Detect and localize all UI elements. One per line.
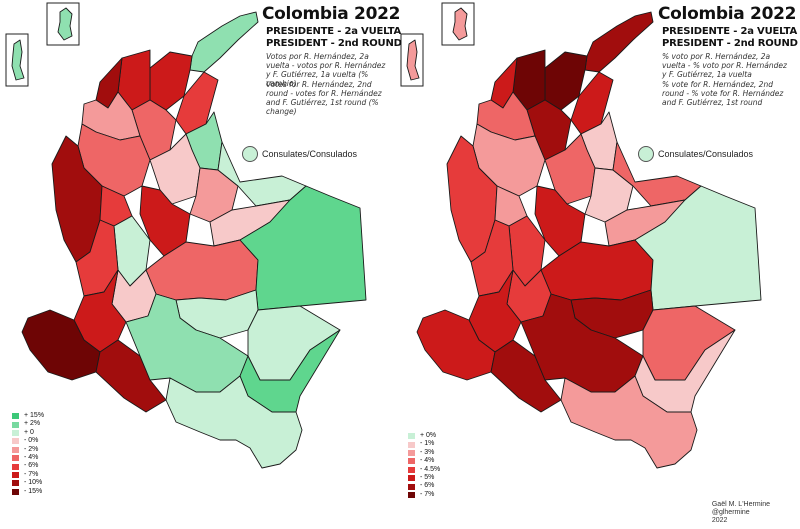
left-region-amazonas (165, 375, 303, 469)
left-region-boyaca (189, 167, 239, 223)
right-consulates-label: Consulates/Consulados (658, 149, 754, 159)
right-subtitle-es: PRESIDENTE - 2a VUELTA (662, 26, 798, 37)
legend-item: - 7% (408, 491, 440, 499)
legend-item: - 7% (12, 471, 44, 479)
legend-swatch (408, 483, 415, 490)
legend-item: - 15% (12, 488, 44, 496)
legend-label: - 10% (24, 479, 43, 487)
right-region-guajira (584, 11, 654, 73)
left-subtitle-en: PRESIDENT - 2nd ROUND (266, 38, 402, 49)
legend-item: - 6% (408, 482, 440, 490)
author-credit: Gaël M. L'Hermine @glhermine 2022 (712, 501, 770, 525)
legend-item: - 6% (12, 462, 44, 470)
credit-handle: @glhermine (711, 509, 750, 516)
right-title: Colombia 2022 (658, 4, 797, 24)
right-inset-sanandres (441, 2, 475, 46)
legend-label: - 6% (24, 462, 39, 470)
legend-item: - 3% (408, 449, 440, 457)
legend-label: - 4% (420, 457, 435, 465)
consulate-circle-icon (242, 146, 258, 162)
legend-label: - 5% (420, 473, 435, 481)
legend-swatch (12, 421, 19, 428)
legend-swatch (12, 471, 19, 478)
legend-label: - 4.5% (420, 465, 441, 473)
left-subtitle-es: PRESIDENTE - 2a VUELTA (266, 26, 402, 37)
legend-item: - 1% (408, 440, 440, 448)
right-consulates-key: Consulates/Consulados (638, 146, 753, 162)
legend-item: - 2% (12, 446, 44, 454)
legend-item: + 2% (12, 420, 44, 428)
right-legend: + 0% - 1% - 3% - 4% - 4.5% - 5% - 6% - 7% (408, 432, 440, 499)
legend-swatch (12, 438, 19, 445)
legend-label: - 15% (24, 487, 43, 495)
legend-label: + 2% (24, 420, 41, 428)
right-region-amazonas (560, 375, 698, 469)
right-region-boyaca (584, 167, 634, 223)
left-legend: + 15% + 2% + 0- 0% - 2% - 4% - 6% - 7% - 10% - 1… (12, 412, 44, 496)
left-description-es: Votos por R. Hernández, 2a vuelta - voto… (266, 52, 386, 88)
credit-name: Gaël M. L'Hermine (711, 501, 770, 508)
legend-label: - 0% (24, 437, 39, 445)
left-consulates-key: Consulates/Consulados (242, 146, 357, 162)
legend-label: - 7% (420, 490, 435, 498)
legend-swatch (408, 433, 415, 440)
left-title: Colombia 2022 (262, 4, 401, 24)
left-inset-providencia (5, 33, 29, 87)
left-consulates-label: Consulates/Consulados (262, 149, 358, 159)
legend-label: + 15% (24, 412, 45, 419)
consulate-circle-icon (638, 146, 654, 162)
legend-item: - 4% (12, 454, 44, 462)
legend-swatch (408, 458, 415, 465)
legend-label: - 7% (24, 470, 39, 478)
legend-label: - 3% (420, 448, 435, 456)
legend-item: + 0 (12, 429, 44, 437)
legend-item: - 4% (408, 457, 440, 465)
legend-swatch (12, 413, 19, 420)
left-region-vichada (239, 185, 367, 311)
right-description-es: % voto por R. Hernández, 2a vuelta - % v… (662, 52, 787, 79)
legend-swatch (12, 480, 19, 487)
legend-item: - 5% (408, 474, 440, 482)
left-colombia-map (21, 11, 367, 469)
legend-swatch (408, 475, 415, 482)
legend-swatch (408, 466, 415, 473)
legend-item: + 0% (408, 432, 440, 440)
left-inset-sanandres (46, 2, 80, 46)
legend-swatch (12, 446, 19, 453)
legend-swatch (408, 449, 415, 456)
right-description-en: % vote for R. Hernández, 2nd round - % v… (662, 80, 784, 107)
legend-label: + 0 (24, 428, 34, 436)
right-region-vichada (634, 185, 762, 311)
legend-item: - 0% (12, 437, 44, 445)
legend-swatch (408, 491, 415, 498)
legend-item: - 10% (12, 479, 44, 487)
legend-swatch (408, 441, 415, 448)
right-subtitle-en: PRESIDENT - 2nd ROUND (662, 38, 798, 49)
legend-item: + 15% (12, 412, 44, 420)
credit-year: 2022 (711, 517, 728, 524)
legend-swatch (12, 463, 19, 470)
right-colombia-map (416, 11, 762, 469)
legend-label: + 0% (420, 432, 437, 439)
left-region-guajira (189, 11, 259, 73)
right-inset-providencia (400, 33, 424, 87)
legend-swatch (12, 455, 19, 462)
legend-label: - 4% (24, 453, 39, 461)
legend-item: - 4.5% (408, 466, 440, 474)
legend-label: - 6% (420, 482, 435, 490)
legend-label: - 2% (24, 445, 39, 453)
legend-swatch (12, 488, 19, 495)
left-description-en: Votes for R. Hernández, 2nd round - vote… (266, 80, 382, 116)
legend-label: - 1% (420, 440, 435, 448)
legend-swatch (12, 429, 19, 436)
